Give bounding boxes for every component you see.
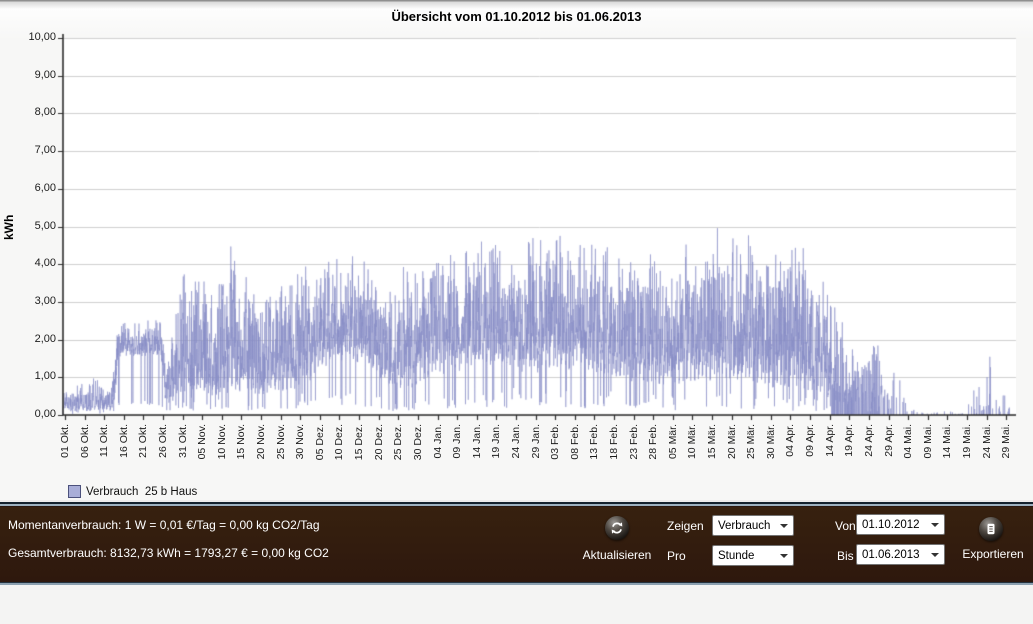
exportieren-label[interactable]: Exportieren	[962, 547, 1024, 561]
gesamtverbrauch-text: Gesamtverbrauch: 8132,73 kWh = 1793,27 €…	[8, 546, 329, 560]
y-axis-tick-label: 6,00	[34, 181, 56, 194]
export-document-icon	[984, 522, 998, 536]
zeigen-dropdown-value: Verbrauch	[718, 519, 771, 532]
chevron-down-icon	[931, 522, 939, 527]
refresh-icon	[609, 520, 625, 536]
chevron-down-icon	[780, 553, 788, 558]
pro-dropdown[interactable]: Stunde	[712, 545, 794, 566]
pro-label: Pro	[667, 549, 686, 563]
bis-date-dropdown[interactable]: 01.06.2013	[856, 544, 945, 565]
y-axis-tick-label: 5,00	[34, 219, 56, 232]
y-axis-tick-label: 4,00	[34, 257, 56, 270]
zeigen-label: Zeigen	[667, 519, 704, 533]
y-axis-tick-label: 8,00	[34, 106, 56, 119]
y-axis-tick-label: 0,00	[34, 408, 56, 420]
window-bottom-edge	[0, 582, 1033, 585]
legend: Verbrauch 25 b Haus	[68, 485, 197, 498]
y-axis-tick-label: 2,00	[34, 332, 56, 345]
y-axis-tick-label: 7,00	[34, 144, 56, 157]
chart-canvas	[0, 0, 1033, 478]
chevron-down-icon	[931, 552, 939, 557]
y-axis-unit-label: kWh	[2, 214, 16, 240]
aktualisieren-label[interactable]: Aktualisieren	[582, 548, 652, 562]
chevron-down-icon	[780, 523, 788, 528]
y-axis-tick-label: 9,00	[34, 68, 56, 81]
y-axis-tick-label: 1,00	[34, 370, 56, 383]
panel-separator	[0, 500, 1033, 507]
exportieren-button[interactable]	[979, 517, 1003, 541]
pro-dropdown-value: Stunde	[718, 549, 755, 562]
bottom-toolbar: Momentanverbrauch: 1 W = 0,01 €/Tag = 0,…	[0, 507, 1033, 582]
bis-date-value: 01.06.2013	[862, 548, 920, 561]
aktualisieren-button[interactable]	[605, 516, 629, 540]
y-axis-tick-label: 10,00	[28, 31, 56, 43]
zeigen-dropdown[interactable]: Verbrauch	[712, 515, 794, 536]
momentanverbrauch-text: Momentanverbrauch: 1 W = 0,01 €/Tag = 0,…	[8, 518, 320, 532]
legend-swatch-icon	[68, 485, 81, 498]
legend-label: Verbrauch 25 b Haus	[86, 485, 198, 498]
von-date-dropdown[interactable]: 01.10.2012	[856, 514, 945, 535]
y-axis-tick-label: 3,00	[34, 294, 56, 307]
bis-label: Bis	[837, 549, 854, 563]
von-date-value: 01.10.2012	[862, 518, 920, 531]
von-label: Von	[835, 519, 856, 533]
chart-panel: Übersicht vom 01.10.2012 bis 01.06.2013 …	[0, 0, 1033, 500]
